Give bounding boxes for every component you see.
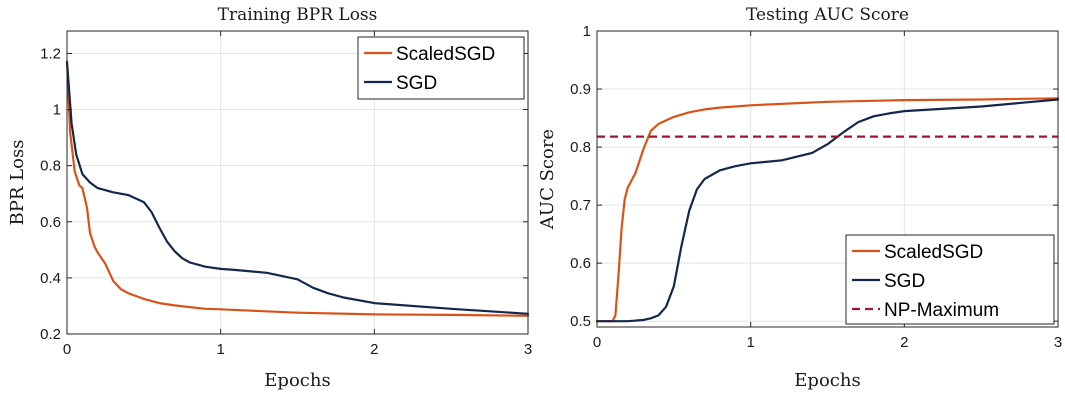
- x-tick-label: 2: [900, 334, 908, 351]
- y-tick-label: 0.9: [570, 81, 591, 98]
- plot-area: [596, 30, 1059, 328]
- series-line-scaledsgd: [595, 97, 1060, 323]
- legend-box: [845, 234, 1055, 325]
- y-tick-label: 0.4: [40, 270, 61, 287]
- chart-training-bpr-loss: 0 1 2 3 0.2 0.4 0.6 0.8 1 1.2 Training BPR Loss Epo…: [7, 5, 532, 391]
- y-tick-label: 0.6: [40, 214, 61, 231]
- legend-label: NP-Maximum: [884, 300, 999, 321]
- legend-label: ScaledSGD: [396, 44, 495, 65]
- x-tick-label: 1: [216, 341, 224, 358]
- x-tick-label: 3: [524, 341, 532, 358]
- legend-label: SGD: [884, 271, 925, 292]
- y-tick-label: 0.8: [570, 139, 591, 156]
- y-tick-label: 1: [53, 102, 61, 119]
- y-tick-label: 0.8: [40, 158, 61, 175]
- series-line-sgd: [595, 98, 1060, 323]
- legend-box: [357, 36, 525, 100]
- legend-label: SGD: [396, 73, 437, 94]
- series-line-sgd: [65, 60, 530, 315]
- y-tick-label: 0.6: [570, 255, 591, 272]
- x-tick-label: 1: [746, 334, 754, 351]
- legend-label: ScaledSGD: [884, 242, 983, 263]
- y-axis-label: AUC Score: [537, 129, 558, 230]
- chart-testing-auc-score: 0 1 2 3 0.5 0.6 0.7 0.8 0.9 1 Testing AUC Score Epo…: [537, 5, 1062, 391]
- x-tick-label: 3: [1054, 334, 1062, 351]
- x-tick-label: 2: [370, 341, 378, 358]
- legend: ScaledSGD SGD: [357, 36, 525, 100]
- x-tick-label: 0: [63, 341, 71, 358]
- y-tick-label: 0.7: [570, 197, 591, 214]
- y-tick-label: 0.2: [40, 326, 61, 343]
- x-axis-label: Epochs: [794, 370, 860, 391]
- x-tick-label: 0: [593, 334, 601, 351]
- y-axis-label: BPR Loss: [7, 140, 28, 226]
- legend: ScaledSGD SGD NP-Maximum: [845, 234, 1055, 325]
- chart-title: Testing AUC Score: [746, 5, 909, 25]
- series-line-scaledsgd: [65, 60, 530, 317]
- y-tick-label: 1.2: [40, 45, 61, 62]
- plot-area: [66, 30, 529, 335]
- y-tick-label: 1: [583, 23, 591, 40]
- x-axis-label: Epochs: [264, 370, 330, 391]
- y-tick-label: 0.5: [570, 313, 591, 330]
- chart-title: Training BPR Loss: [218, 5, 378, 25]
